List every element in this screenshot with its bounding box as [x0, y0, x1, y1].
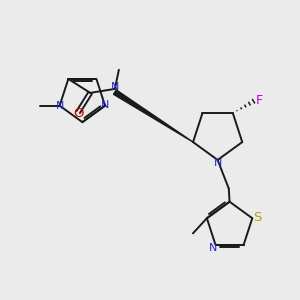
Text: F: F — [256, 94, 263, 107]
Text: N: N — [214, 158, 222, 168]
Text: O: O — [73, 107, 83, 121]
Text: N: N — [209, 243, 218, 253]
Polygon shape — [113, 90, 193, 142]
Text: N: N — [56, 101, 64, 111]
Text: N: N — [101, 100, 109, 110]
Text: N: N — [111, 82, 119, 92]
Text: S: S — [253, 211, 262, 224]
